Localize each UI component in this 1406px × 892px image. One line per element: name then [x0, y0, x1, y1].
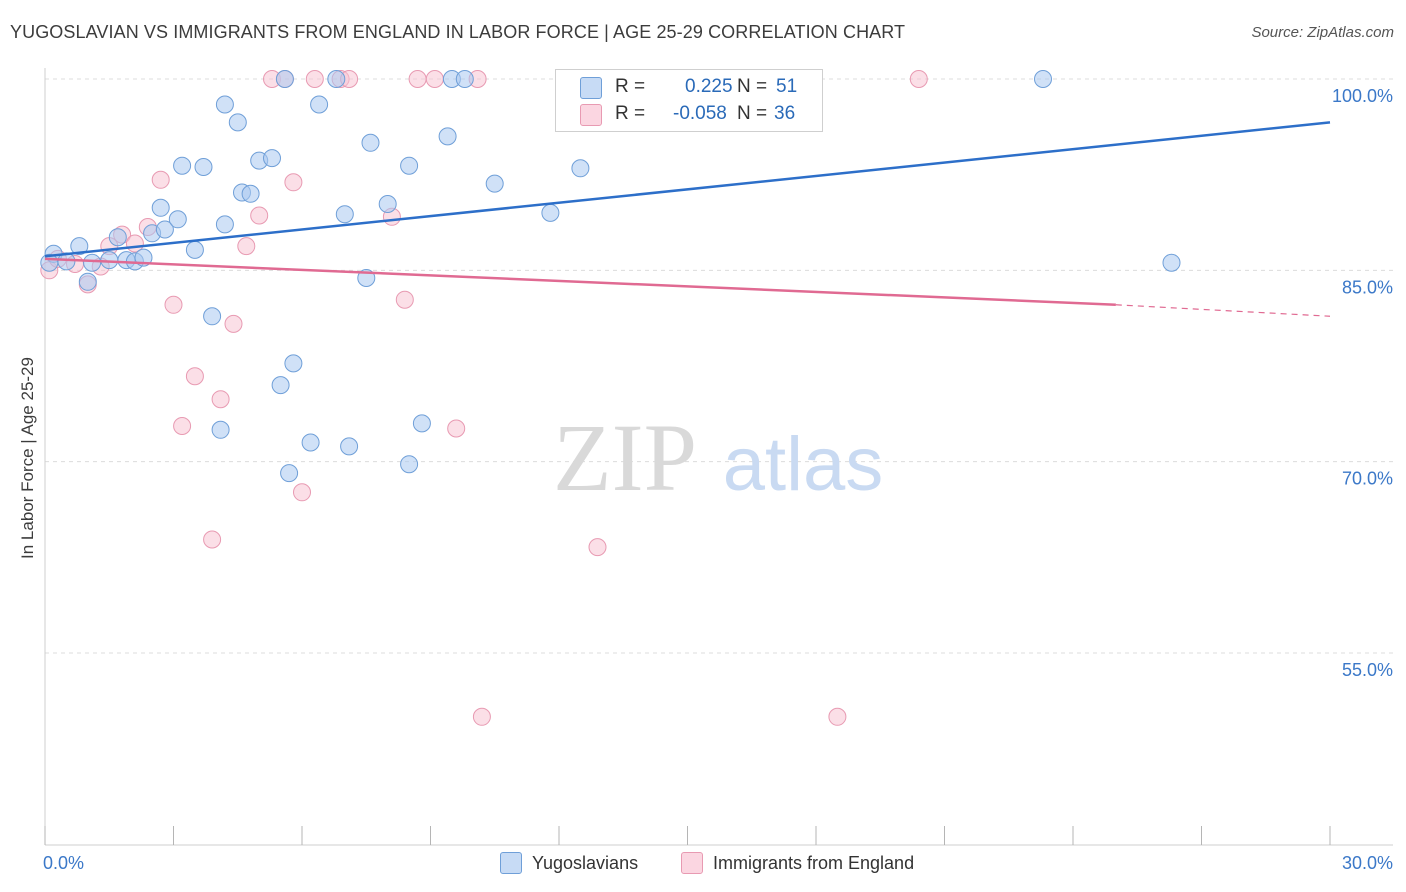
data-point [1162, 253, 1181, 272]
data-point [241, 184, 260, 203]
data-point [301, 433, 320, 452]
data-point [155, 220, 174, 239]
y-tick-label-0: 100.0% [1332, 86, 1393, 106]
y-tick-label-2: 70.0% [1342, 469, 1393, 489]
trend-line-england-extrapolated [1115, 304, 1331, 317]
data-point [70, 237, 89, 256]
data-point [100, 251, 119, 270]
data-point [173, 156, 192, 175]
r-label: R = [615, 103, 646, 124]
legend-item-england[interactable]: Immigrants from England [681, 852, 914, 874]
x-tick-label-1: 30.0% [1342, 853, 1393, 873]
tick-labels: 100.0% 85.0% 70.0% 55.0% 0.0% 30.0% [43, 86, 1393, 873]
data-point [828, 707, 847, 726]
data-point [275, 70, 294, 88]
watermark-zip: ZIP [553, 404, 697, 511]
trend-line-yugoslavians [44, 121, 1331, 258]
data-point [1034, 70, 1052, 88]
data-point [909, 70, 928, 88]
data-point [447, 419, 466, 438]
data-point [280, 464, 299, 483]
n-value: 36 [774, 103, 796, 124]
data-point [215, 95, 234, 114]
stats-swatch-england [580, 104, 602, 126]
data-point [237, 237, 256, 256]
data-point [408, 70, 427, 88]
legend-swatch-england [681, 852, 703, 874]
trend-line-england [44, 257, 1116, 307]
trend-lines [44, 121, 1331, 317]
data-point [310, 95, 329, 114]
data-point [400, 156, 419, 175]
data-point [83, 253, 102, 272]
data-point [588, 538, 607, 557]
stats-swatch-yugoslavians [580, 77, 602, 99]
zipatlas-watermark: ZIP atlas [553, 404, 883, 511]
data-point [151, 198, 170, 217]
r-value: -0.058 [673, 103, 727, 124]
data-point [340, 437, 359, 456]
data-point [194, 158, 213, 176]
data-point [211, 390, 230, 409]
source-credit: Source: ZipAtlas.com [1251, 24, 1394, 41]
data-point [185, 240, 204, 259]
data-point [168, 210, 187, 229]
chart-title: YUGOSLAVIAN VS IMMIGRANTS FROM ENGLAND I… [10, 22, 906, 42]
series-yugoslavians-points [40, 70, 1181, 483]
data-point [361, 133, 380, 152]
chart-legend: Yugoslavians Immigrants from England [0, 852, 1406, 878]
data-point [400, 455, 419, 474]
data-point [541, 203, 560, 222]
legend-swatch-yugoslavians [500, 852, 522, 874]
data-point [108, 228, 127, 247]
n-label: N = [737, 76, 768, 97]
data-point [211, 420, 230, 439]
data-point [571, 159, 590, 178]
data-point [228, 113, 247, 132]
data-point [224, 314, 243, 333]
data-point [455, 70, 474, 88]
data-point [293, 483, 311, 502]
data-point [305, 70, 324, 88]
data-point [284, 173, 303, 192]
data-point [173, 417, 192, 435]
data-point [412, 414, 431, 433]
n-value: 51 [776, 76, 798, 97]
legend-label-yugoslavians: Yugoslavians [532, 852, 639, 873]
data-point [164, 295, 183, 314]
legend-label-england: Immigrants from England [713, 852, 915, 873]
data-point [395, 290, 414, 309]
data-point [203, 307, 222, 326]
axes [44, 68, 1393, 846]
data-point [438, 127, 457, 146]
n-label: N = [737, 103, 768, 124]
data-point [185, 367, 204, 386]
data-point [284, 354, 303, 373]
data-point [250, 206, 269, 225]
watermark-atlas: atlas [723, 422, 884, 507]
data-point [203, 530, 222, 549]
data-points [40, 70, 1181, 726]
stats-legend-box: R = 0.225 N = 51 R = -0.058 N = 36 [555, 69, 823, 132]
data-point [215, 215, 234, 234]
data-point [378, 195, 397, 213]
data-point [327, 70, 346, 88]
data-point [335, 205, 354, 224]
x-tick-label-0: 0.0% [43, 853, 84, 873]
data-point [78, 272, 97, 291]
data-point [425, 70, 444, 88]
data-point [485, 174, 504, 193]
data-point [472, 707, 491, 726]
data-point [271, 376, 290, 395]
data-point [263, 149, 281, 168]
y-tick-label-3: 55.0% [1342, 660, 1393, 680]
r-label: R = [615, 76, 646, 97]
r-value: 0.225 [685, 76, 733, 97]
data-point [151, 170, 170, 189]
legend-item-yugoslavians[interactable]: Yugoslavians [500, 852, 638, 874]
gridlines [45, 78, 1393, 654]
y-tick-label-1: 85.0% [1342, 277, 1393, 297]
